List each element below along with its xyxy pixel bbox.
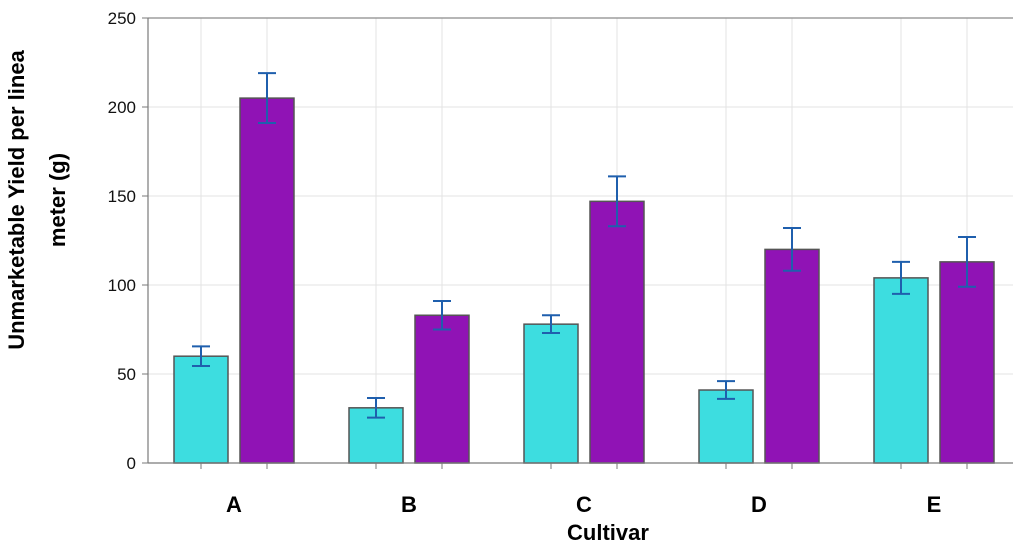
- y-tick-label: 100: [108, 276, 136, 295]
- axes: [142, 17, 1013, 469]
- x-axis-title: Cultivar: [567, 520, 649, 545]
- y-tick-label: 50: [117, 365, 136, 384]
- bar: [764, 248, 820, 464]
- x-tick-label: A: [226, 492, 242, 517]
- y-axis-title: Unmarketable Yield per linea meter (g): [4, 49, 70, 349]
- bar: [939, 261, 995, 464]
- bar: [239, 97, 295, 464]
- x-tick-label: D: [751, 492, 767, 517]
- x-tick-label: E: [927, 492, 942, 517]
- bar: [589, 200, 645, 464]
- bar: [698, 389, 754, 464]
- y-tick-label: 250: [108, 9, 136, 28]
- y-tick-labels: 0 50 100 150 200 250: [108, 9, 136, 473]
- y-tick-label: 0: [127, 454, 136, 473]
- bars: [173, 97, 995, 464]
- y-tick-label: 150: [108, 187, 136, 206]
- x-tick-labels: A B C D E: [226, 492, 941, 517]
- x-tick-label: C: [576, 492, 592, 517]
- y-axis-title-line2: meter (g): [45, 153, 70, 247]
- bar: [173, 355, 229, 464]
- x-tick-label: B: [401, 492, 417, 517]
- error-bars: [192, 72, 976, 419]
- y-tick-label: 200: [108, 98, 136, 117]
- bar: [873, 277, 929, 464]
- y-axis-title-line1: Unmarketable Yield per linea: [4, 49, 29, 349]
- bar: [523, 323, 579, 464]
- bar: [414, 314, 470, 464]
